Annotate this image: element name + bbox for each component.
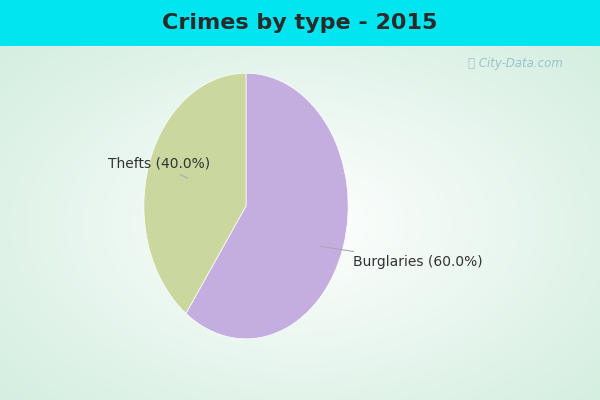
Text: Burglaries (60.0%): Burglaries (60.0%) [320,246,483,269]
Text: Thefts (40.0%): Thefts (40.0%) [108,156,210,178]
Wedge shape [144,73,246,314]
Wedge shape [186,73,348,339]
Text: ⓘ City-Data.com: ⓘ City-Data.com [468,58,563,70]
Text: Crimes by type - 2015: Crimes by type - 2015 [163,13,437,33]
